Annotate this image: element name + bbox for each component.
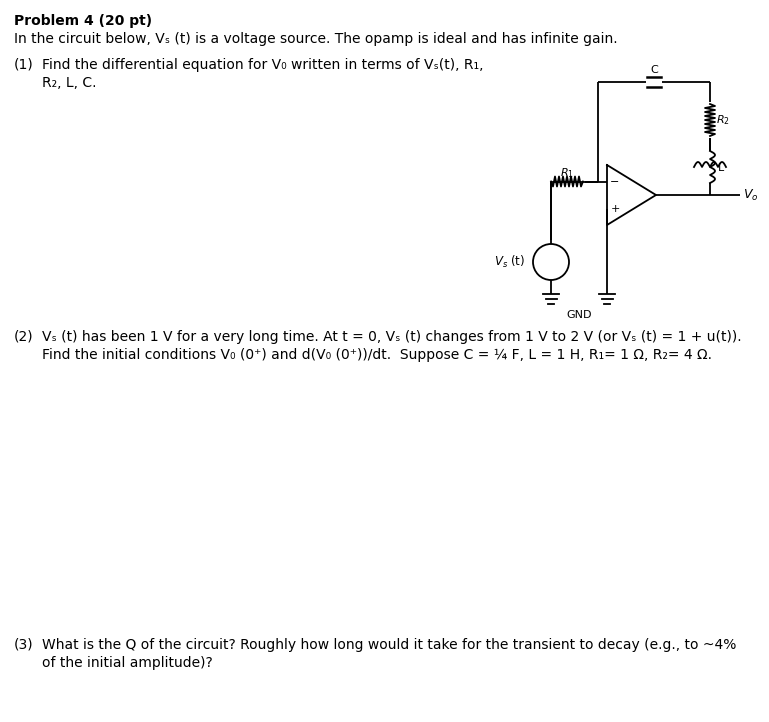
Text: C: C — [650, 65, 657, 75]
Text: (3): (3) — [14, 638, 34, 652]
Text: $V_o$: $V_o$ — [743, 188, 758, 203]
Text: Find the differential equation for V₀ written in terms of Vₛ(t), R₁,: Find the differential equation for V₀ wr… — [42, 58, 484, 72]
Text: Problem 4 (20 pt): Problem 4 (20 pt) — [14, 14, 152, 28]
Text: $V_s$ (t): $V_s$ (t) — [494, 254, 525, 270]
Text: What is the Q of the circuit? Roughly how long would it take for the transient t: What is the Q of the circuit? Roughly ho… — [42, 638, 737, 652]
Text: In the circuit below, Vₛ (t) is a voltage source. The opamp is ideal and has inf: In the circuit below, Vₛ (t) is a voltag… — [14, 32, 618, 46]
Text: L: L — [718, 163, 724, 173]
Text: Find the initial conditions V₀ (0⁺) and d(V₀ (0⁺))/dt.  Suppose C = ¼ F, L = 1 H: Find the initial conditions V₀ (0⁺) and … — [42, 348, 712, 362]
Text: Vₛ (t) has been 1 V for a very long time. At t = 0, Vₛ (t) changes from 1 V to 2: Vₛ (t) has been 1 V for a very long time… — [42, 330, 741, 344]
Text: +: + — [611, 204, 620, 214]
Text: −: − — [611, 176, 620, 186]
Text: R₂, L, C.: R₂, L, C. — [42, 76, 96, 90]
Text: $R_1$: $R_1$ — [560, 167, 574, 180]
Text: (1): (1) — [14, 58, 34, 72]
Text: $R_2$: $R_2$ — [716, 113, 730, 127]
Text: of the initial amplitude)?: of the initial amplitude)? — [42, 656, 213, 670]
Text: (2): (2) — [14, 330, 34, 344]
Text: GND: GND — [566, 310, 592, 320]
